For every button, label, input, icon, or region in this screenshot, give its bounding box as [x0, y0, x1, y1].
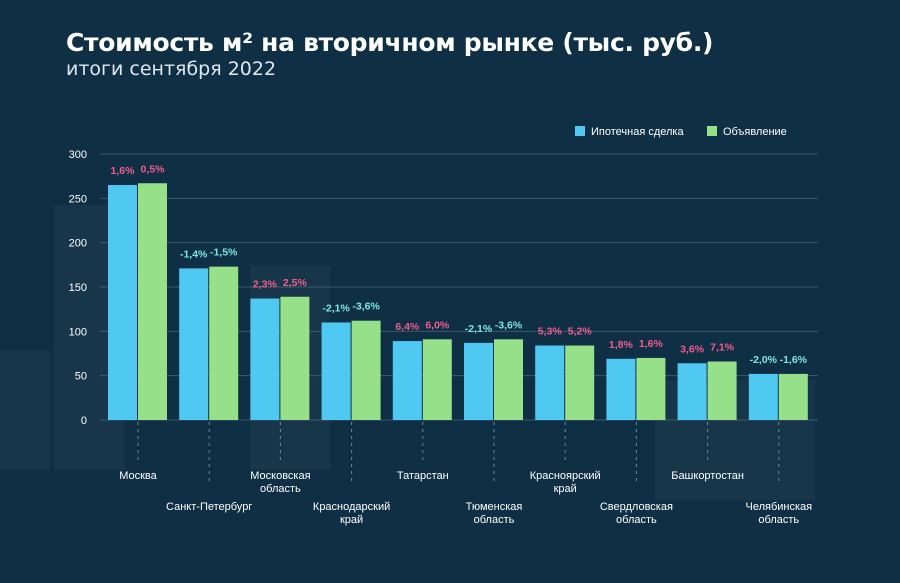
- y-tick-label: 300: [69, 149, 87, 161]
- category-label: Татарстан: [397, 470, 449, 482]
- data-label: 6,4%: [395, 321, 420, 333]
- data-label: 5,2%: [568, 326, 593, 338]
- data-label: 7,1%: [710, 341, 735, 353]
- data-label: 2,3%: [253, 279, 278, 291]
- data-label: 1,8%: [609, 339, 634, 351]
- data-label: -2,1%: [465, 323, 493, 335]
- data-label: 5,3%: [538, 326, 563, 338]
- category-label: область: [616, 514, 657, 526]
- y-tick-label: 50: [75, 371, 87, 383]
- data-label: 1,6%: [639, 338, 664, 350]
- data-label: 3,6%: [680, 343, 705, 355]
- data-label: 1,6%: [111, 165, 136, 177]
- bar: [422, 339, 452, 420]
- category-label: Челябинская: [745, 501, 812, 513]
- bar: [464, 342, 493, 420]
- y-tick-label: 200: [69, 238, 87, 250]
- category-label: Краснодарский: [313, 501, 390, 513]
- legend-swatch: [575, 126, 585, 136]
- bar: [677, 363, 707, 420]
- category-label: Санкт-Петербург: [166, 501, 252, 513]
- data-label: -2,1%: [322, 302, 350, 314]
- bar: [351, 320, 381, 420]
- category-label: Красноярский: [530, 470, 601, 482]
- bar: [636, 357, 666, 420]
- chart-subtitle: итоги сентября 2022: [66, 58, 277, 80]
- category-label: Свердловская: [600, 501, 673, 513]
- category-label: край: [554, 483, 577, 495]
- category-label: Тюменская: [466, 501, 523, 513]
- bar: [209, 266, 239, 420]
- bar: [707, 361, 737, 420]
- y-tick-label: 250: [69, 193, 87, 205]
- data-label: -3,6%: [352, 301, 380, 313]
- data-label: -1,4%: [180, 248, 208, 260]
- bar: [535, 345, 565, 420]
- legend-swatch: [707, 126, 717, 136]
- y-tick-label: 0: [81, 415, 87, 427]
- category-label: область: [260, 483, 301, 495]
- bar: [250, 298, 280, 420]
- data-label: 2,5%: [283, 277, 308, 289]
- data-label: -2,0%: [750, 354, 778, 366]
- bar: [606, 358, 636, 420]
- legend-label: Объявление: [723, 126, 787, 138]
- data-label: -1,6%: [780, 354, 808, 366]
- category-label: область: [474, 514, 515, 526]
- data-label: -1,5%: [210, 247, 238, 259]
- bar: [280, 296, 310, 420]
- legend-label: Ипотечная сделка: [591, 126, 684, 138]
- data-label: 0,5%: [141, 163, 166, 175]
- bar: [392, 341, 422, 420]
- category-label: Московская: [250, 470, 310, 482]
- bar: [108, 185, 137, 420]
- bar: [179, 268, 209, 420]
- bar: [748, 373, 778, 420]
- y-tick-label: 100: [69, 326, 87, 338]
- category-label: область: [758, 514, 799, 526]
- bar: [138, 183, 167, 420]
- chart-title: Стоимость м² на вторичном рынке (тыс. ру…: [66, 28, 714, 57]
- data-label: 6,0%: [425, 319, 450, 331]
- bar: [321, 322, 351, 420]
- category-label: Москва: [119, 470, 157, 482]
- data-label: -3,6%: [495, 319, 523, 331]
- category-label: Башкортостан: [671, 470, 744, 482]
- y-tick-label: 150: [69, 282, 87, 294]
- category-label: край: [340, 514, 363, 526]
- bar: [565, 345, 595, 420]
- bar: [778, 373, 808, 420]
- bar: [494, 339, 523, 420]
